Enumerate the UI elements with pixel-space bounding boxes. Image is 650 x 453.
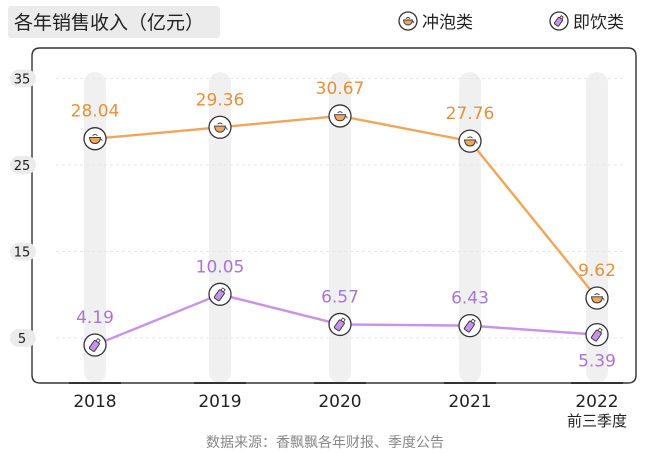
tea-cup-icon — [328, 104, 352, 128]
x-tick-sublabel-2022: 前三季度 — [567, 412, 627, 430]
cup-body — [464, 139, 476, 147]
y-axis: 35 25 15 5 — [10, 69, 36, 347]
title-background — [8, 6, 220, 38]
data-label-冲泡类-2020: 30.67 — [316, 79, 365, 99]
column-band-2018 — [84, 72, 106, 383]
cup-handle — [475, 141, 478, 144]
data-markers — [83, 104, 609, 357]
plot-frame — [31, 47, 637, 384]
bottle-shape — [88, 338, 101, 352]
x-tick-label-2020: 2020 — [318, 392, 361, 412]
bottle-cap — [95, 338, 101, 344]
cup-body — [403, 19, 413, 26]
x-tick-label-2019: 2019 — [198, 392, 241, 412]
data-label-冲泡类-2018: 28.04 — [71, 102, 120, 122]
cup-lid — [337, 111, 343, 114]
tea-cup-icon — [458, 129, 482, 153]
y-tick-pill-25 — [10, 156, 36, 174]
y-tick-pill-5 — [10, 329, 36, 347]
bottle-cap — [470, 318, 476, 324]
tea-cup-icon — [585, 286, 609, 310]
data-label-即饮类-2019: 10.05 — [196, 257, 245, 277]
column-band-2020 — [329, 72, 351, 383]
bottle-shape — [213, 287, 226, 302]
y-tick-label-5: 5 — [18, 332, 26, 347]
data-label-即饮类-2018: 4.19 — [76, 308, 114, 328]
column-band-2019 — [209, 72, 231, 383]
cup-lid — [594, 293, 600, 296]
bottle-icon — [458, 313, 482, 338]
cup-lid — [405, 17, 411, 19]
gridlines — [56, 78, 626, 339]
bottle-icon — [585, 322, 609, 347]
cup-body — [591, 296, 603, 304]
cup-lid — [92, 133, 98, 136]
legend-label-tea: 冲泡类 — [422, 13, 473, 33]
bottle-icon — [549, 11, 569, 31]
data-label-冲泡类-2022: 9.62 — [578, 261, 616, 281]
x-tick-label-2018: 2018 — [73, 392, 116, 412]
x-tick-label-2021: 2021 — [448, 392, 491, 412]
data-labels: 28.04 29.36 30.67 27.76 9.62 4.19 10.05 6.57 6.4… — [71, 79, 616, 372]
chart-title: 各年销售收入（亿元） — [14, 12, 204, 34]
legend-label-drink: 即饮类 — [573, 13, 624, 33]
cup-handle — [412, 20, 415, 24]
bottle-shape — [553, 15, 564, 27]
y-tick-label-35: 35 — [14, 73, 31, 88]
cup-body — [214, 125, 226, 133]
y-tick-label-15: 15 — [14, 246, 31, 261]
cup-handle — [602, 298, 605, 301]
y-tick-pill-15 — [10, 242, 36, 261]
bottle-icon — [83, 333, 107, 357]
cup-lid — [217, 122, 223, 125]
cup-handle — [225, 127, 228, 130]
tea-cup-icon — [208, 115, 232, 139]
cup-handle — [345, 115, 348, 119]
legend-item-drink: 即饮类 — [549, 11, 624, 33]
bottle-cap — [559, 15, 564, 20]
bottle-cap — [220, 287, 226, 293]
bottle-shape — [333, 317, 346, 332]
data-label-即饮类-2021: 6.43 — [451, 289, 489, 309]
x-tick-label-2022: 2022 — [575, 392, 618, 412]
bottle-shape — [463, 318, 476, 333]
data-label-冲泡类-2021: 27.76 — [446, 104, 495, 124]
y-tick-label-25: 25 — [14, 159, 31, 174]
data-label-即饮类-2020: 6.57 — [321, 287, 359, 307]
tea-cup-icon — [398, 11, 418, 31]
legend-item-tea: 冲泡类 — [398, 11, 473, 33]
data-label-冲泡类-2019: 29.36 — [196, 90, 245, 110]
y-tick-pill-35 — [10, 69, 36, 88]
cup-lid — [467, 136, 473, 139]
bottle-cap — [340, 317, 346, 323]
bottle-icon — [328, 312, 352, 337]
legend: 冲泡类 即饮类 — [398, 11, 624, 33]
bottle-cap — [597, 327, 603, 333]
bottle-shape — [590, 327, 603, 342]
tea-cup-icon — [83, 127, 107, 151]
cup-handle — [100, 138, 103, 142]
data-label-即饮类-2022: 5.39 — [578, 352, 616, 372]
source-note: 数据来源：香飘飘各年财报、季度公告 — [206, 435, 444, 451]
cup-body — [89, 137, 101, 145]
cup-body — [334, 114, 346, 122]
bottle-icon — [208, 282, 232, 306]
